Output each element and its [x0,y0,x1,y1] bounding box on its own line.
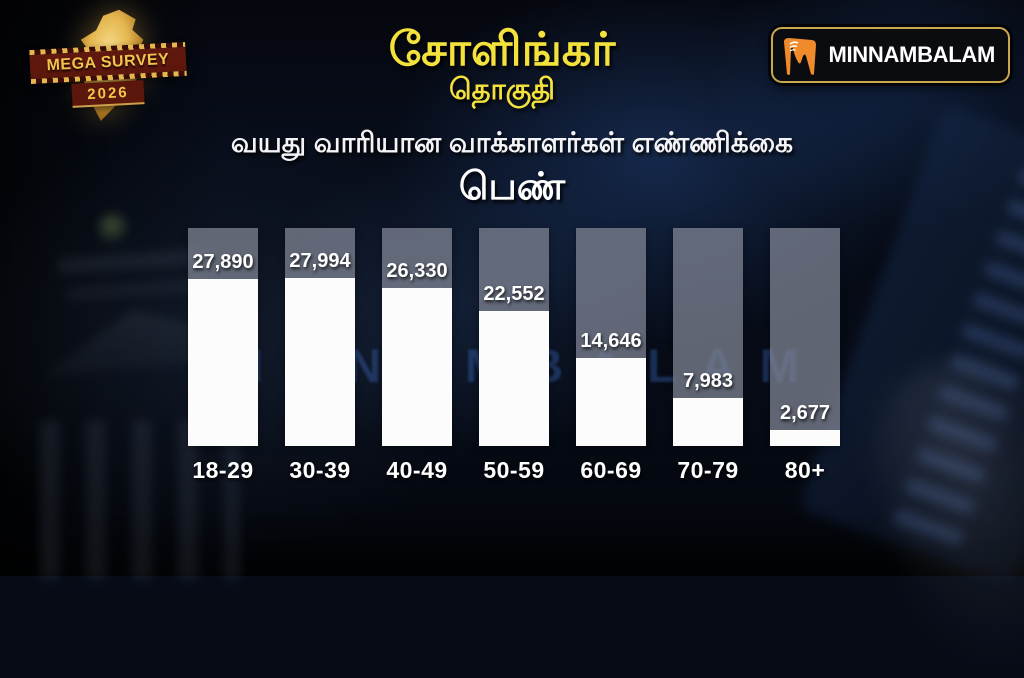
bar-track: 2,677 [770,228,840,446]
minnambalam-m-icon [784,38,817,75]
bar-fill [285,278,355,446]
building-columns [40,420,240,580]
bar-fill [576,358,646,446]
bar-track: 14,646 [576,228,646,446]
bar-fill [673,398,743,446]
bar-chart: 27,890 18-29 27,994 30-39 26,330 40-49 22,552 5… [188,228,840,484]
background-building-image [0,205,240,580]
bar-fill [479,311,549,446]
mega-survey-logo: MEGA SURVEY 2026 [28,6,193,126]
bar-category-label: 70-79 [677,457,739,483]
constituency-title: சோளிங்கர் [388,23,616,75]
building-emblem-icon [98,213,128,243]
bar-category-label: 50-59 [483,457,545,483]
bar-column: 14,646 60-69 [576,228,646,484]
bar-column: 27,890 18-29 [188,228,258,484]
bar-value-label: 7,983 [682,370,734,392]
bar-value-label: 26,330 [386,260,448,282]
bar-category-label: 30-39 [289,457,351,483]
bar-fill [188,279,258,446]
bar-value-label: 22,552 [483,283,545,305]
bar-column: 27,994 30-39 [285,228,355,484]
building-signboard [57,247,209,275]
bar-column: 7,983 70-79 [673,228,743,484]
bar-fill [382,288,452,446]
bar-value-label: 14,646 [580,330,642,352]
bar-category-label: 40-49 [386,457,448,483]
bar-fill [770,430,840,446]
mega-survey-year: 2026 [86,83,130,103]
mega-survey-year-band: 2026 [71,80,145,108]
gender-label: பெண் [458,166,566,208]
bar-track: 27,994 [285,228,355,446]
bar-column: 22,552 50-59 [479,228,549,484]
bar-category-label: 60-69 [580,457,642,483]
bar-value-label: 2,677 [779,402,831,424]
chart-subtitle: வயது வாரியான வாக்காளர்கள் எண்ணிக்கை [230,127,794,158]
bar-track: 22,552 [479,228,549,446]
bar-value-label: 27,994 [289,250,351,272]
bar-column: 26,330 40-49 [382,228,452,484]
minnambalam-badge: MINNAMBALAM [771,27,1010,83]
constituency-label: தொகுதி [449,74,555,106]
bar-track: 27,890 [188,228,258,446]
bar-column: 2,677 80+ [770,228,840,484]
building-signboard [65,278,207,301]
bar-value-label: 27,890 [192,251,254,273]
bar-track: 7,983 [673,228,743,446]
brand-name: MINNAMBALAM [828,42,995,67]
mega-survey-label: MEGA SURVEY [46,50,170,75]
bar-category-label: 80+ [784,457,826,483]
bar-category-label: 18-29 [192,457,254,483]
bar-track: 26,330 [382,228,452,446]
